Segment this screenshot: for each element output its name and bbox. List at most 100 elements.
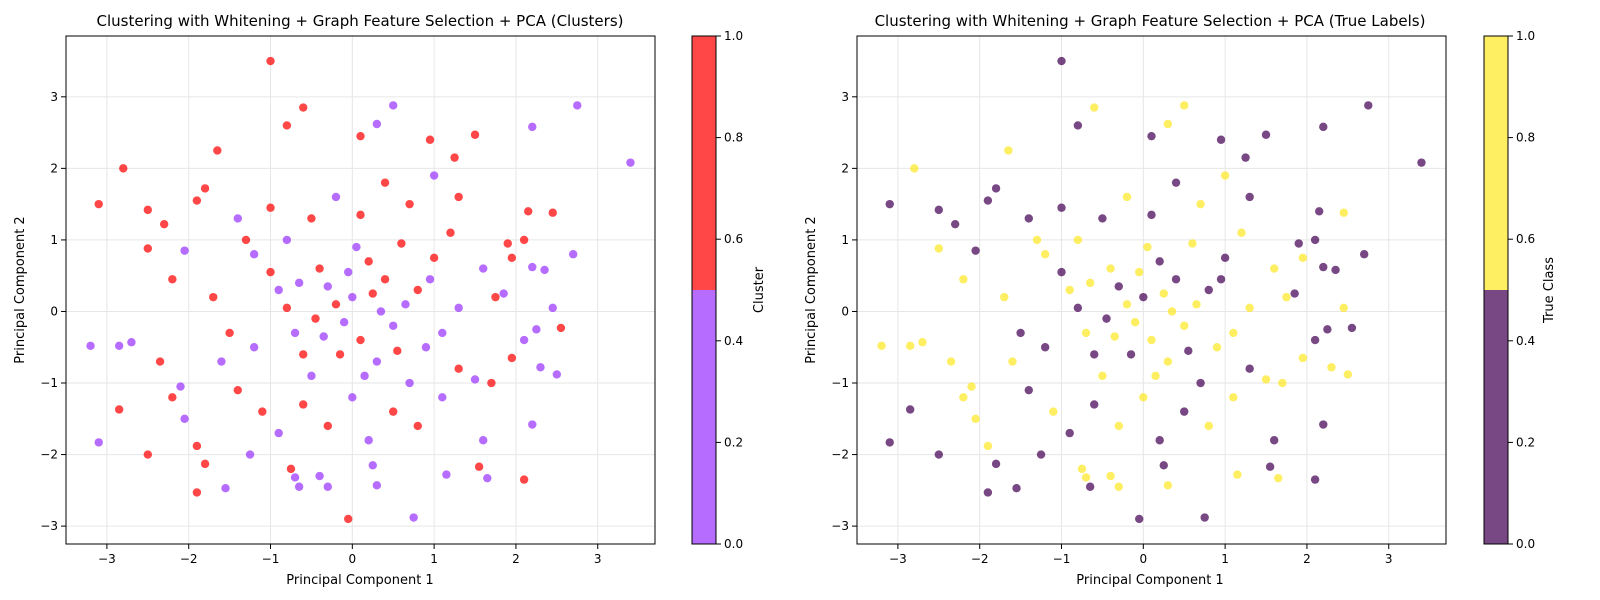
y-tick-label: 3 [50,90,58,104]
x-axis-ticks: −3 −2 −1 0 1 2 3 [98,544,602,566]
data-point [311,314,320,323]
data-point [1008,357,1017,366]
data-point [213,146,222,155]
data-point [1073,121,1083,130]
data-point [217,357,226,366]
data-point [573,101,582,110]
y-axis-label: Principal Component 2 [13,216,28,363]
data-point [1310,235,1320,245]
data-point [1229,393,1238,402]
data-point [368,289,377,298]
colorbar-high-segment [692,36,716,290]
data-point [991,184,1001,193]
data-point [1040,343,1050,352]
data-point [1040,250,1050,259]
data-point [548,303,557,313]
y-tick-label: 3 [841,90,849,104]
data-point [307,371,316,381]
data-point [200,184,210,193]
data-point [536,363,545,372]
data-point [274,285,283,295]
data-point [1126,350,1136,359]
data-point [266,56,275,66]
data-point [1270,436,1279,445]
data-point [143,205,153,215]
data-point [1278,378,1287,388]
data-point [266,267,275,277]
data-point [1339,303,1348,313]
data-point [1000,292,1009,302]
data-point [1057,203,1066,212]
data-point [1294,239,1303,248]
data-point [1274,473,1283,483]
data-point [507,253,517,263]
data-point [348,393,357,402]
data-point [315,264,324,273]
data-point [1171,178,1181,187]
data-point [1290,289,1299,298]
data-point [200,459,210,469]
data-point [389,321,398,330]
data-point [438,393,447,402]
data-point [221,483,230,493]
colorbar-tick-label: 0.2 [724,435,743,449]
data-point [429,171,439,180]
true-labels-panel: Clustering with Whitening + Graph Featur… [804,12,1557,588]
data-point [487,378,496,388]
data-point [389,101,398,110]
x-tick-label: −2 [180,552,198,566]
data-point [524,207,533,216]
data-point [1024,214,1033,223]
colorbar: 0.0 0.2 0.4 0.6 0.8 1.0 True Class [1483,29,1557,551]
data-point [556,323,566,333]
data-point [352,242,361,252]
colorbar-tick-label: 1.0 [1516,29,1535,43]
data-point [503,239,512,248]
colorbar-ticks: 0.0 0.2 0.4 0.6 0.8 1.0 [1508,29,1535,551]
data-point [1049,407,1058,416]
clusters-panel: Clustering with Whitening + Graph Featur… [13,12,767,588]
data-point [446,228,455,237]
plot-frame [856,35,1447,545]
plot-frame [65,35,656,545]
data-point [344,514,353,524]
data-point [323,282,332,291]
data-point [266,203,275,212]
data-point [290,473,300,482]
y-tick-label: 1 [841,233,849,247]
data-point [356,210,365,220]
data-point [1139,393,1148,402]
data-point [1220,253,1230,263]
data-point [934,450,944,459]
data-point [180,246,189,255]
data-point [1130,317,1140,327]
data-point [282,121,292,130]
grid [857,36,1446,544]
colorbar-frame [1483,35,1509,545]
data-point [1122,300,1132,309]
x-tick-label: 1 [430,552,438,566]
y-tick-label: 2 [50,161,58,175]
data-point [209,292,218,302]
data-point [1147,335,1156,345]
data-point [245,450,255,459]
data-point [372,357,382,366]
data-point [1036,450,1046,459]
data-point [1298,253,1308,263]
data-point [401,300,410,309]
data-point [233,214,242,223]
data-point [1016,328,1025,338]
data-point [946,357,956,366]
data-point [1184,346,1193,356]
data-point [934,244,944,253]
data-point [1298,353,1308,363]
data-point [1212,343,1222,352]
data-point [1032,235,1042,245]
data-point [1057,56,1066,66]
colorbar-tick-label: 0.6 [1516,232,1535,246]
scatter-points [86,56,635,524]
data-point [1245,364,1254,373]
colorbar-high-segment [1484,36,1508,290]
data-point [380,178,390,187]
data-point [114,405,124,414]
